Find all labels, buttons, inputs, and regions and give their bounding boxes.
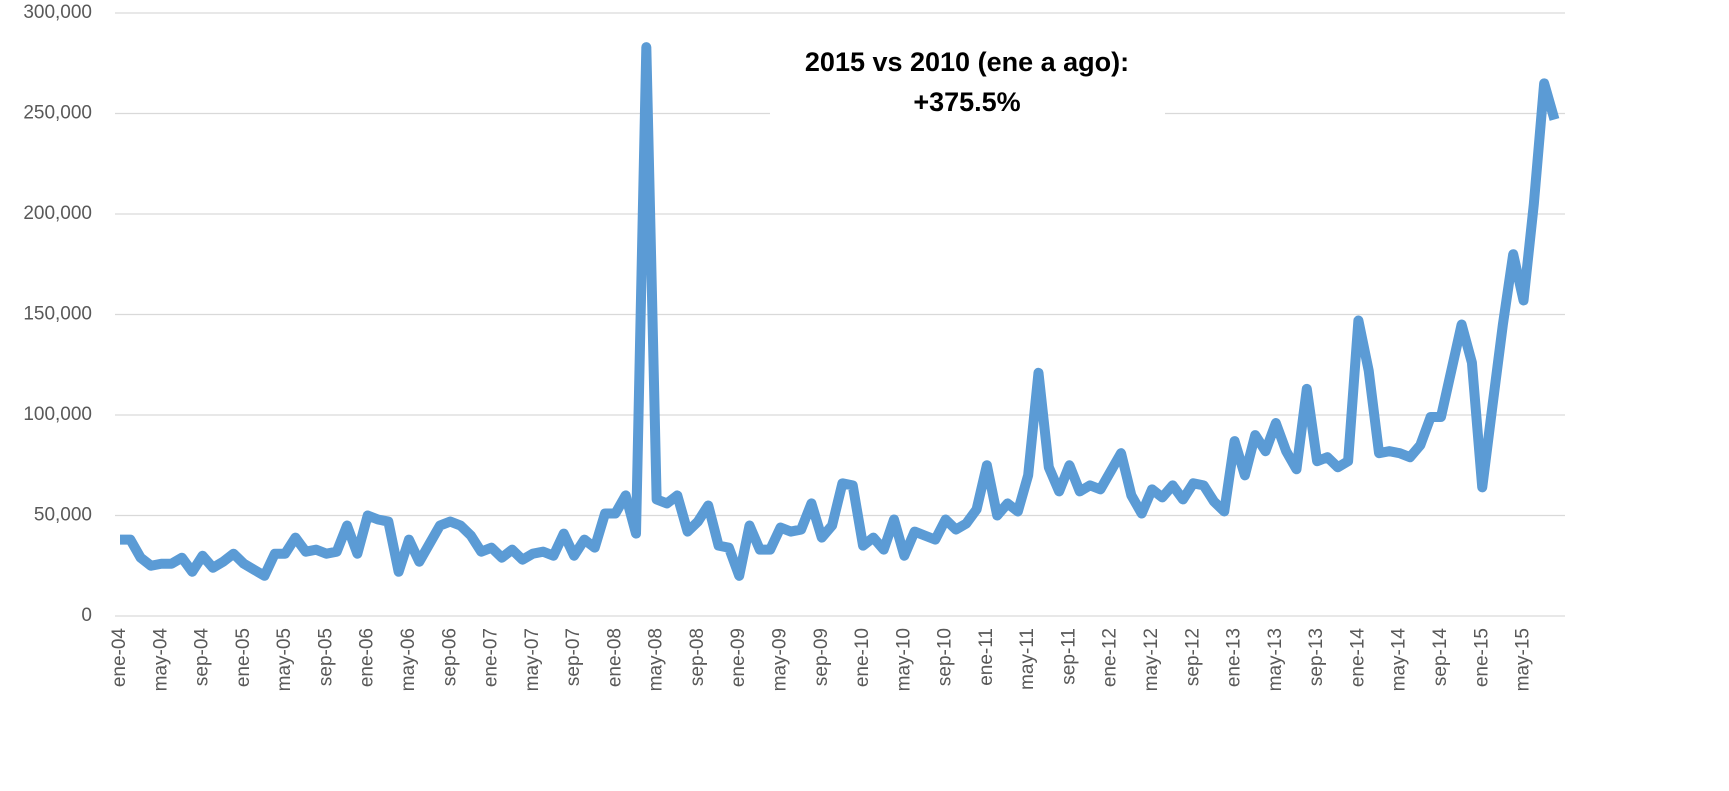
annotation: 2015 vs 2010 (ene a ago): [805,47,1129,77]
x-tick-label: sep-08 [687,628,708,686]
x-tick-label: sep-12 [1182,628,1203,686]
x-tick-label: may-11 [1017,628,1038,690]
x-tick-label: may-10 [893,628,914,691]
x-tick-label: sep-13 [1306,628,1327,686]
x-tick-label: ene-04 [109,628,130,688]
x-tick-label: ene-06 [357,628,378,687]
x-tick-label: may-12 [1141,628,1162,691]
x-tick-label: ene-13 [1224,628,1245,687]
x-tick-label: ene-08 [604,628,625,687]
x-tick-label: may-05 [274,628,295,691]
x-tick-label: ene-05 [233,628,254,687]
x-tick-label: ene-09 [728,628,749,687]
x-tick-label: sep-06 [439,628,460,686]
y-tick-label: 300,000 [23,2,92,23]
y-tick-label: 0 [81,605,92,626]
y-tick-label: 100,000 [23,404,92,425]
x-tick-label: may-09 [769,628,790,691]
x-tick-label: may-14 [1389,628,1410,692]
annotation-box [770,35,1165,140]
x-tick-label: sep-11 [1058,628,1079,685]
x-tick-label: may-15 [1513,628,1534,691]
x-tick-label: ene-11 [976,628,997,686]
x-tick-label: may-13 [1265,628,1286,691]
x-tick-label: ene-14 [1347,628,1368,688]
x-tick-label: sep-14 [1430,628,1451,687]
x-tick-label: may-04 [150,628,171,692]
annotation: +375.5% [913,87,1020,117]
x-tick-label: sep-05 [315,628,336,686]
x-tick-label: sep-09 [811,628,832,686]
x-tick-label: may-08 [646,628,667,691]
x-tick-label: may-06 [398,628,419,691]
y-tick-label: 50,000 [34,505,92,526]
x-tick-label: ene-10 [852,628,873,687]
y-tick-label: 250,000 [23,103,92,124]
x-tick-label: sep-04 [192,628,213,687]
y-tick-label: 200,000 [23,203,92,224]
x-tick-label: may-07 [522,628,543,691]
x-tick-label: sep-10 [935,628,956,686]
x-tick-label: sep-07 [563,628,584,686]
line [120,42,1560,581]
x-tick-label: ene-07 [481,628,502,687]
x-tick-label: ene-12 [1100,628,1121,687]
x-tick-label: ene-15 [1471,628,1492,687]
y-tick-label: 150,000 [23,304,92,325]
